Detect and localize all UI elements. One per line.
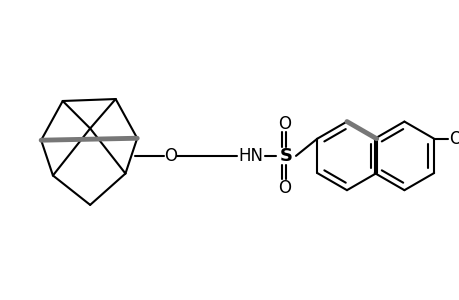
- Text: HN: HN: [238, 147, 263, 165]
- Text: O: O: [448, 130, 459, 148]
- Text: O: O: [277, 179, 290, 197]
- Text: O: O: [277, 115, 290, 133]
- Text: S: S: [279, 147, 292, 165]
- Text: O: O: [164, 147, 177, 165]
